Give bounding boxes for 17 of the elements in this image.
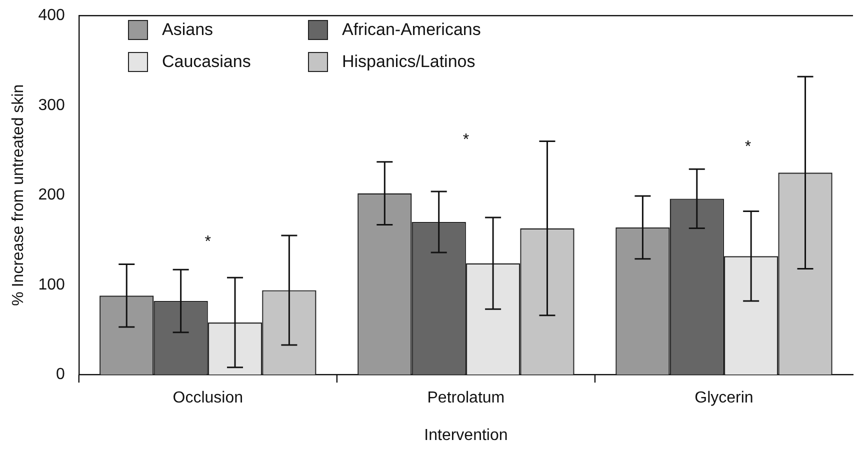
y-axis-title: % Increase from untreated skin <box>10 84 28 306</box>
legend-label: Hispanics/Latinos <box>342 52 476 72</box>
annotation: * <box>744 138 752 156</box>
annotation: * <box>204 234 212 251</box>
legend-label: Asians <box>162 20 214 40</box>
y-tick-label: 100 <box>38 276 65 294</box>
x-tick-label: Occlusion <box>172 390 244 407</box>
x-axis-title: Intervention <box>424 426 508 444</box>
y-tick-label: 400 <box>38 7 65 24</box>
y-tick-label: 300 <box>38 96 65 114</box>
legend-label: African-Americans <box>342 20 481 40</box>
y-tick-label: 200 <box>38 186 65 204</box>
x-tick-label: Glycerin <box>694 390 754 407</box>
y-tick-label: 0 <box>56 366 65 384</box>
legend-label: Caucasians <box>162 52 251 72</box>
x-tick-label: Petrolatum <box>427 390 505 407</box>
annotation: * <box>462 131 470 148</box>
